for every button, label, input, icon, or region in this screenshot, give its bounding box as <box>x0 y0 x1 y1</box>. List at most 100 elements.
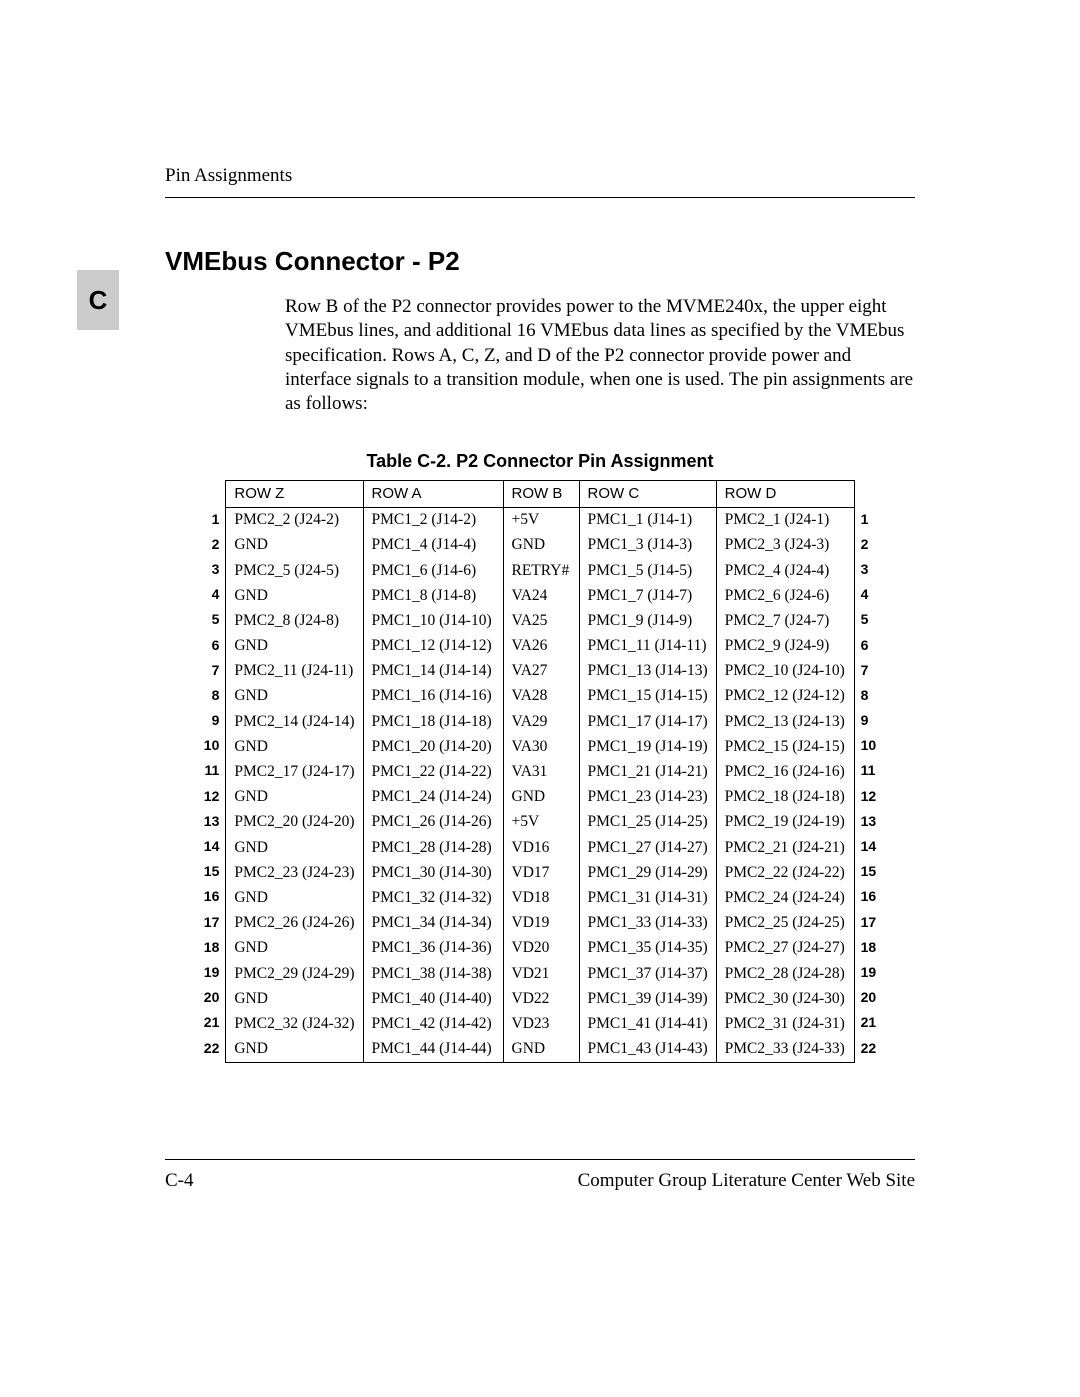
cell-c: PMC1_11 (J14-11) <box>579 634 716 659</box>
cell-b: VD21 <box>503 961 579 986</box>
cell-z: GND <box>226 583 363 608</box>
table-row: PMC2_26 (J24-26)PMC1_34 (J14-34)VD19PMC1… <box>226 911 854 936</box>
cell-d: PMC2_16 (J24-16) <box>716 759 854 784</box>
row-number: 4 <box>204 582 220 607</box>
row-number: 14 <box>861 834 877 859</box>
cell-b: RETRY# <box>503 558 579 583</box>
row-number: 12 <box>861 784 877 809</box>
row-number: 15 <box>204 859 220 884</box>
row-number: 6 <box>861 633 877 658</box>
row-number: 3 <box>861 557 877 582</box>
row-number: 7 <box>204 658 220 683</box>
table-row: GNDPMC1_32 (J14-32)VD18PMC1_31 (J14-31)P… <box>226 885 854 910</box>
row-number: 22 <box>204 1036 220 1061</box>
cell-a: PMC1_40 (J14-40) <box>363 986 503 1011</box>
cell-a: PMC1_32 (J14-32) <box>363 885 503 910</box>
cell-b: VD19 <box>503 911 579 936</box>
cell-c: PMC1_19 (J14-19) <box>579 734 716 759</box>
cell-d: PMC2_27 (J24-27) <box>716 936 854 961</box>
cell-a: PMC1_12 (J14-12) <box>363 634 503 659</box>
table-row: PMC2_11 (J24-11)PMC1_14 (J14-14)VA27PMC1… <box>226 659 854 684</box>
row-number: 19 <box>204 960 220 985</box>
row-number: 4 <box>861 582 877 607</box>
table-row: GNDPMC1_8 (J14-8)VA24PMC1_7 (J14-7)PMC2_… <box>226 583 854 608</box>
row-number: 20 <box>861 985 877 1010</box>
cell-d: PMC2_18 (J24-18) <box>716 785 854 810</box>
cell-d: PMC2_28 (J24-28) <box>716 961 854 986</box>
row-number: 17 <box>861 910 877 935</box>
cell-b: VD17 <box>503 860 579 885</box>
row-number: 22 <box>861 1036 877 1061</box>
cell-z: GND <box>226 885 363 910</box>
cell-b: VA31 <box>503 759 579 784</box>
cell-a: PMC1_42 (J14-42) <box>363 1011 503 1036</box>
cell-b: GND <box>503 785 579 810</box>
cell-b: +5V <box>503 810 579 835</box>
cell-a: PMC1_44 (J14-44) <box>363 1037 503 1063</box>
cell-c: PMC1_15 (J14-15) <box>579 684 716 709</box>
cell-c: PMC1_1 (J14-1) <box>579 507 716 533</box>
col-header-a: ROW A <box>363 480 503 507</box>
row-number: 8 <box>861 683 877 708</box>
cell-b: VD23 <box>503 1011 579 1036</box>
cell-c: PMC1_39 (J14-39) <box>579 986 716 1011</box>
table-row: PMC2_17 (J24-17)PMC1_22 (J14-22)VA31PMC1… <box>226 759 854 784</box>
row-number: 7 <box>861 658 877 683</box>
cell-d: PMC2_1 (J24-1) <box>716 507 854 533</box>
cell-c: PMC1_43 (J14-43) <box>579 1037 716 1063</box>
pin-table-block: 12345678910111213141516171819202122 ROW … <box>165 480 915 1063</box>
cell-c: PMC1_37 (J14-37) <box>579 961 716 986</box>
table-row: PMC2_23 (J24-23)PMC1_30 (J14-30)VD17PMC1… <box>226 860 854 885</box>
row-number: 1 <box>204 507 220 532</box>
cell-z: PMC2_32 (J24-32) <box>226 1011 363 1036</box>
row-number: 17 <box>204 910 220 935</box>
table-row: GNDPMC1_4 (J14-4)GNDPMC1_3 (J14-3)PMC2_3… <box>226 533 854 558</box>
cell-a: PMC1_26 (J14-26) <box>363 810 503 835</box>
cell-z: PMC2_5 (J24-5) <box>226 558 363 583</box>
cell-b: GND <box>503 533 579 558</box>
cell-c: PMC1_7 (J14-7) <box>579 583 716 608</box>
row-number: 13 <box>204 809 220 834</box>
row-number: 10 <box>204 733 220 758</box>
cell-c: PMC1_31 (J14-31) <box>579 885 716 910</box>
row-number: 21 <box>861 1010 877 1035</box>
cell-a: PMC1_28 (J14-28) <box>363 835 503 860</box>
cell-d: PMC2_9 (J24-9) <box>716 634 854 659</box>
cell-d: PMC2_31 (J24-31) <box>716 1011 854 1036</box>
cell-z: PMC2_8 (J24-8) <box>226 608 363 633</box>
row-number: 12 <box>204 784 220 809</box>
cell-z: GND <box>226 734 363 759</box>
table-row: PMC2_20 (J24-20)PMC1_26 (J14-26)+5VPMC1_… <box>226 810 854 835</box>
cell-d: PMC2_25 (J24-25) <box>716 911 854 936</box>
cell-z: PMC2_29 (J24-29) <box>226 961 363 986</box>
row-number: 13 <box>861 809 877 834</box>
table-row: PMC2_2 (J24-2)PMC1_2 (J14-2)+5VPMC1_1 (J… <box>226 507 854 533</box>
cell-d: PMC2_6 (J24-6) <box>716 583 854 608</box>
cell-z: GND <box>226 684 363 709</box>
cell-z: GND <box>226 634 363 659</box>
appendix-tab: C <box>77 270 119 330</box>
cell-a: PMC1_30 (J14-30) <box>363 860 503 885</box>
row-number: 9 <box>204 708 220 733</box>
page-number: C-4 <box>165 1170 194 1192</box>
table-row: PMC2_8 (J24-8)PMC1_10 (J14-10)VA25PMC1_9… <box>226 608 854 633</box>
cell-c: PMC1_17 (J14-17) <box>579 709 716 734</box>
row-number: 15 <box>861 859 877 884</box>
row-number: 2 <box>861 532 877 557</box>
cell-d: PMC2_3 (J24-3) <box>716 533 854 558</box>
cell-b: VA25 <box>503 608 579 633</box>
cell-a: PMC1_18 (J14-18) <box>363 709 503 734</box>
cell-b: VA29 <box>503 709 579 734</box>
page: Pin Assignments C VMEbus Connector - P2 … <box>0 0 1080 1397</box>
cell-a: PMC1_10 (J14-10) <box>363 608 503 633</box>
cell-b: VA24 <box>503 583 579 608</box>
cell-a: PMC1_20 (J14-20) <box>363 734 503 759</box>
row-number-column-left: 12345678910111213141516171819202122 <box>204 480 226 1061</box>
row-number: 14 <box>204 834 220 859</box>
cell-a: PMC1_4 (J14-4) <box>363 533 503 558</box>
row-number: 18 <box>204 935 220 960</box>
cell-d: PMC2_7 (J24-7) <box>716 608 854 633</box>
cell-c: PMC1_23 (J14-23) <box>579 785 716 810</box>
cell-z: PMC2_26 (J24-26) <box>226 911 363 936</box>
row-number: 11 <box>861 758 877 783</box>
